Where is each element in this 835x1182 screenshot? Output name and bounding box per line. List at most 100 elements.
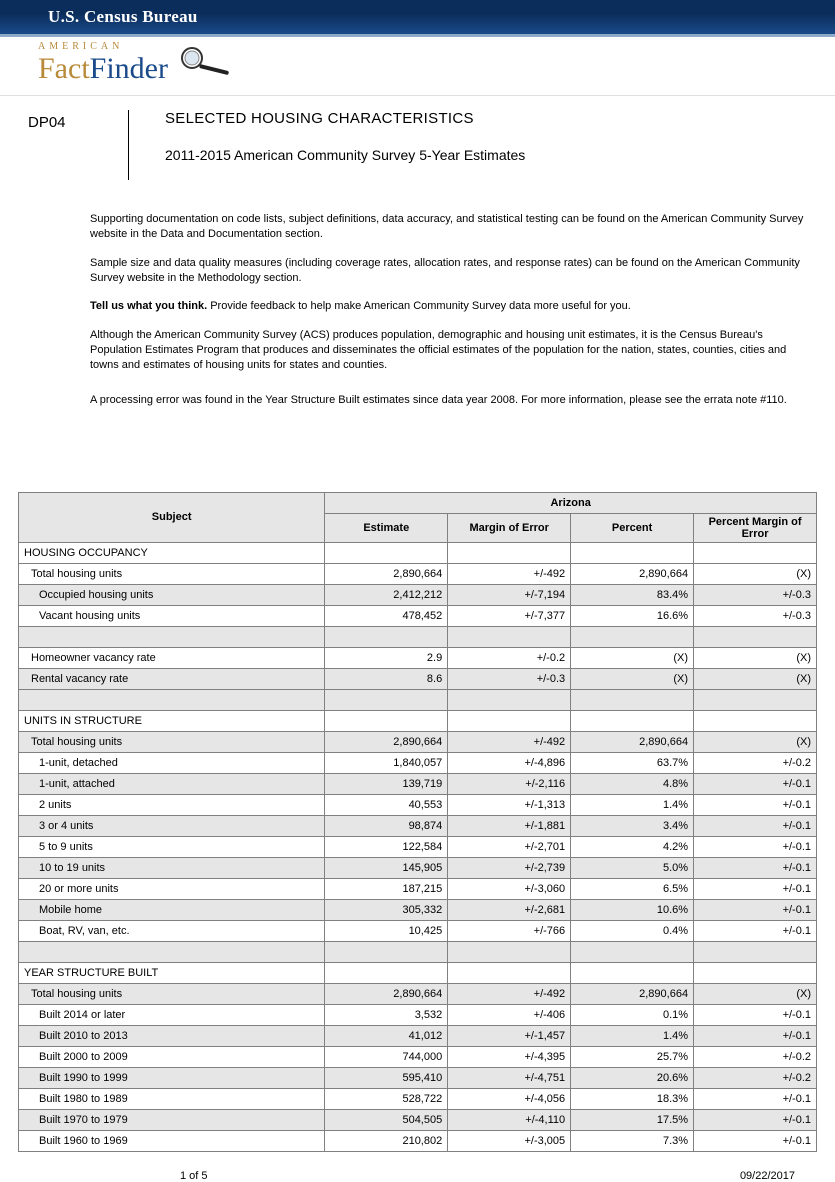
row-label: Total housing units [19, 731, 325, 752]
bureau-title: U.S. Census Bureau [0, 0, 835, 34]
row-label: 10 to 19 units [19, 857, 325, 878]
data-cell: (X) [694, 731, 817, 752]
data-cell: 2,412,212 [325, 584, 448, 605]
data-cell: +/-2,701 [448, 836, 571, 857]
table-row: Occupied housing units2,412,212+/-7,1948… [19, 584, 817, 605]
table-row: 3 or 4 units98,874+/-1,8813.4%+/-0.1 [19, 815, 817, 836]
data-cell: +/-0.1 [694, 1025, 817, 1046]
data-cell: +/-406 [448, 1004, 571, 1025]
row-label: Total housing units [19, 563, 325, 584]
data-cell: 1,840,057 [325, 752, 448, 773]
data-cell: 16.6% [571, 605, 694, 626]
table-row: Built 2014 or later3,532+/-4060.1%+/-0.1 [19, 1004, 817, 1025]
data-cell: 18.3% [571, 1088, 694, 1109]
table-row: Built 1960 to 1969210,802+/-3,0057.3%+/-… [19, 1130, 817, 1151]
data-cell: 8.6 [325, 668, 448, 689]
data-cell: +/-0.1 [694, 836, 817, 857]
table-row: Built 1980 to 1989528,722+/-4,05618.3%+/… [19, 1088, 817, 1109]
data-cell: +/-0.1 [694, 1004, 817, 1025]
data-table: Subject Arizona EstimateMargin of ErrorP… [18, 492, 817, 1152]
row-label: Homeowner vacancy rate [19, 647, 325, 668]
data-cell: 25.7% [571, 1046, 694, 1067]
meta-row: DP04 SELECTED HOUSING CHARACTERISTICS 20… [0, 96, 835, 180]
magnifier-icon [178, 46, 234, 81]
table-row: UNITS IN STRUCTURE [19, 710, 817, 731]
data-cell: +/-0.2 [694, 1067, 817, 1088]
th-col-0: Estimate [325, 513, 448, 542]
data-cell: +/-766 [448, 920, 571, 941]
table-row: 5 to 9 units122,584+/-2,7014.2%+/-0.1 [19, 836, 817, 857]
row-label: 2 units [19, 794, 325, 815]
data-cell: 2,890,664 [325, 731, 448, 752]
table-row [19, 689, 817, 710]
row-label: 20 or more units [19, 878, 325, 899]
row-label: Total housing units [19, 983, 325, 1004]
note-1: Supporting documentation on code lists, … [90, 212, 807, 242]
note-3-bold: Tell us what you think. [90, 300, 207, 312]
row-label: Built 1970 to 1979 [19, 1109, 325, 1130]
data-cell: 595,410 [325, 1067, 448, 1088]
row-label: Built 1980 to 1989 [19, 1088, 325, 1109]
table-row: YEAR STRUCTURE BUILT [19, 962, 817, 983]
row-label: Built 2000 to 2009 [19, 1046, 325, 1067]
table-row: Vacant housing units478,452+/-7,37716.6%… [19, 605, 817, 626]
data-cell: 10,425 [325, 920, 448, 941]
table-row: Boat, RV, van, etc.10,425+/-7660.4%+/-0.… [19, 920, 817, 941]
note-5: A processing error was found in the Year… [90, 393, 807, 408]
data-cell: +/-2,116 [448, 773, 571, 794]
table-row: Rental vacancy rate8.6+/-0.3(X)(X) [19, 668, 817, 689]
data-cell: 122,584 [325, 836, 448, 857]
table-row: HOUSING OCCUPANCY [19, 542, 817, 563]
data-cell: 10.6% [571, 899, 694, 920]
data-cell: +/-0.3 [694, 584, 817, 605]
data-cell: 528,722 [325, 1088, 448, 1109]
data-cell: +/-0.1 [694, 794, 817, 815]
data-cell: +/-4,896 [448, 752, 571, 773]
data-cell: +/-492 [448, 983, 571, 1004]
data-cell: 2,890,664 [325, 563, 448, 584]
th-subject: Subject [19, 492, 325, 542]
data-cell: +/-3,005 [448, 1130, 571, 1151]
header-strip: AMERICAN FactFinder [0, 37, 835, 96]
data-cell: +/-0.1 [694, 815, 817, 836]
table-row: Built 2000 to 2009744,000+/-4,39525.7%+/… [19, 1046, 817, 1067]
data-cell: 5.0% [571, 857, 694, 878]
table-row: Built 2010 to 201341,012+/-1,4571.4%+/-0… [19, 1025, 817, 1046]
data-cell: +/-0.2 [694, 1046, 817, 1067]
data-cell: (X) [571, 668, 694, 689]
table-row [19, 941, 817, 962]
data-cell: 98,874 [325, 815, 448, 836]
row-label: Built 2014 or later [19, 1004, 325, 1025]
page-footer: 1 of 5 09/22/2017 [0, 1152, 835, 1182]
data-cell: +/-0.1 [694, 899, 817, 920]
table-row: Total housing units2,890,664+/-4922,890,… [19, 563, 817, 584]
data-cell: 4.8% [571, 773, 694, 794]
row-label: Vacant housing units [19, 605, 325, 626]
data-cell: 7.3% [571, 1130, 694, 1151]
data-cell: +/-0.1 [694, 920, 817, 941]
row-label: Built 1960 to 1969 [19, 1130, 325, 1151]
data-cell: +/-4,751 [448, 1067, 571, 1088]
section-label: YEAR STRUCTURE BUILT [19, 962, 325, 983]
data-cell: +/-0.1 [694, 878, 817, 899]
data-cell: 187,215 [325, 878, 448, 899]
data-cell: 6.5% [571, 878, 694, 899]
data-cell: 210,802 [325, 1130, 448, 1151]
data-cell: +/-3,060 [448, 878, 571, 899]
data-cell: +/-0.1 [694, 773, 817, 794]
data-cell: 744,000 [325, 1046, 448, 1067]
factfinder-logo: AMERICAN FactFinder [38, 41, 168, 86]
th-region: Arizona [325, 492, 817, 513]
meta-divider [128, 110, 129, 180]
th-col-2: Percent [571, 513, 694, 542]
data-cell: 1.4% [571, 794, 694, 815]
logo-finder: Finder [90, 52, 168, 85]
logo-american: AMERICAN [38, 41, 168, 52]
data-cell: 139,719 [325, 773, 448, 794]
section-label: HOUSING OCCUPANCY [19, 542, 325, 563]
page-subtitle: 2011-2015 American Community Survey 5-Ye… [165, 147, 525, 163]
th-col-1: Margin of Error [448, 513, 571, 542]
meta-titles: SELECTED HOUSING CHARACTERISTICS 2011-20… [165, 110, 525, 163]
data-cell: 504,505 [325, 1109, 448, 1130]
page-title: SELECTED HOUSING CHARACTERISTICS [165, 110, 525, 127]
